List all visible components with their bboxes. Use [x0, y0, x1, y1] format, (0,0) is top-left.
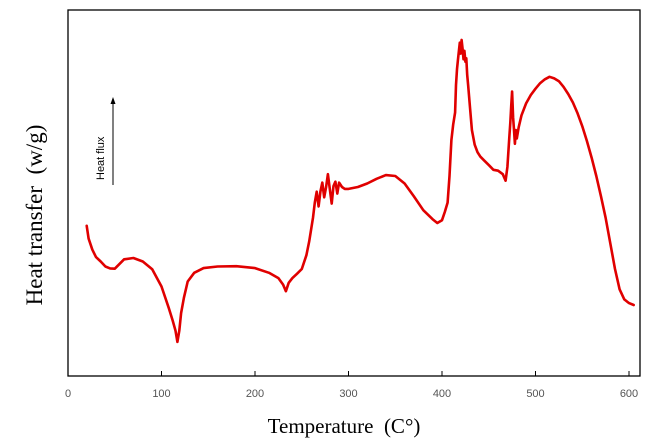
x-axis-tick-labels: 0 100 200 300 400 500 600: [65, 388, 638, 400]
plot-frame: [67, 9, 641, 377]
x-tick-label-100: 100: [152, 388, 170, 400]
heat-flow-series-line: [85, 38, 635, 344]
x-tick-label-200: 200: [246, 388, 264, 400]
y-axis-title: Heat transfer (w/g): [22, 125, 47, 306]
x-tick-label-400: 400: [433, 388, 451, 400]
x-tick-label-0: 0: [65, 388, 71, 400]
x-axis-ticks: [67, 371, 630, 376]
heat-flux-arrow-head: [110, 97, 116, 104]
x-tick-label-500: 500: [526, 388, 544, 400]
x-axis-title: Temperature (C°): [268, 414, 421, 438]
heat-flux-annotation: Heat flux: [95, 136, 107, 180]
x-tick-label-600: 600: [620, 388, 638, 400]
x-tick-label-300: 300: [339, 388, 357, 400]
